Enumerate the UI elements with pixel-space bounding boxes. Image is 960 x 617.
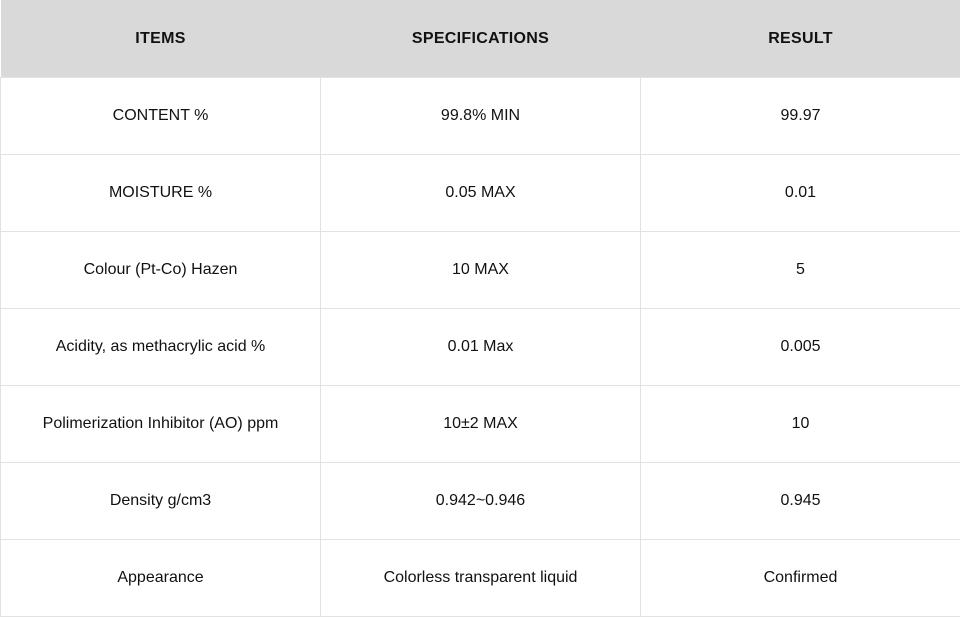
table-cell: Appearance — [1, 540, 321, 617]
table-cell: 99.8% MIN — [321, 78, 641, 155]
column-header: RESULT — [641, 0, 960, 78]
table-cell: Polimerization Inhibitor (AO) ppm — [1, 386, 321, 463]
table-cell: Acidity, as methacrylic acid % — [1, 309, 321, 386]
table-cell: MOISTURE % — [1, 155, 321, 232]
table-cell: 0.005 — [641, 309, 960, 386]
table-cell: Colorless transparent liquid — [321, 540, 641, 617]
table-cell: 0.942~0.946 — [321, 463, 641, 540]
column-header: SPECIFICATIONS — [321, 0, 641, 78]
table-cell: 99.97 — [641, 78, 960, 155]
table-cell: 0.01 — [641, 155, 960, 232]
table-cell: Colour (Pt-Co) Hazen — [1, 232, 321, 309]
table-cell: Density g/cm3 — [1, 463, 321, 540]
table-cell: CONTENT % — [1, 78, 321, 155]
column-header: ITEMS — [1, 0, 321, 78]
table-cell: 5 — [641, 232, 960, 309]
table-cell: 0.945 — [641, 463, 960, 540]
table-cell: 10 — [641, 386, 960, 463]
table-cell: Confirmed — [641, 540, 960, 617]
table-cell: 0.05 MAX — [321, 155, 641, 232]
table-cell: 0.01 Max — [321, 309, 641, 386]
table-cell: 10 MAX — [321, 232, 641, 309]
table-cell: 10±2 MAX — [321, 386, 641, 463]
